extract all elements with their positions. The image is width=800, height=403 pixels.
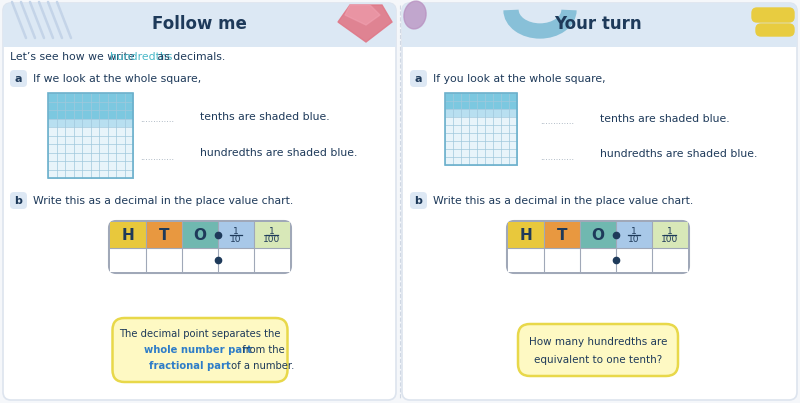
Text: .............: ............. bbox=[540, 152, 574, 162]
Text: O: O bbox=[591, 228, 605, 243]
FancyBboxPatch shape bbox=[410, 192, 427, 209]
Text: a: a bbox=[414, 73, 422, 83]
Bar bbox=[48, 118, 133, 127]
Text: whole number part: whole number part bbox=[144, 345, 252, 355]
Bar bbox=[616, 248, 652, 272]
Text: tenths are shaded blue.: tenths are shaded blue. bbox=[200, 112, 330, 122]
Bar bbox=[254, 222, 290, 248]
Text: How many hundredths are: How many hundredths are bbox=[529, 337, 667, 347]
Text: T: T bbox=[158, 228, 170, 243]
FancyBboxPatch shape bbox=[402, 3, 797, 400]
Text: Write this as a decimal in the place value chart.: Write this as a decimal in the place val… bbox=[433, 196, 694, 206]
Text: H: H bbox=[520, 228, 532, 243]
Text: T: T bbox=[557, 228, 567, 243]
Bar bbox=[110, 222, 146, 248]
Text: Let’s see how we write: Let’s see how we write bbox=[10, 52, 138, 62]
Bar bbox=[182, 222, 218, 248]
Text: .............: ............. bbox=[540, 118, 574, 127]
FancyBboxPatch shape bbox=[3, 3, 396, 47]
Text: Follow me: Follow me bbox=[151, 15, 246, 33]
Text: from the: from the bbox=[239, 345, 285, 355]
FancyBboxPatch shape bbox=[10, 192, 27, 209]
Text: 1: 1 bbox=[233, 226, 239, 235]
Polygon shape bbox=[345, 5, 380, 25]
Bar bbox=[218, 248, 254, 272]
FancyBboxPatch shape bbox=[402, 3, 797, 47]
Text: 1: 1 bbox=[631, 226, 637, 235]
Text: .............: ............. bbox=[140, 116, 174, 125]
Text: 10: 10 bbox=[628, 235, 640, 245]
Bar bbox=[48, 127, 133, 178]
Bar bbox=[580, 222, 616, 248]
Text: a: a bbox=[14, 73, 22, 83]
Text: 100: 100 bbox=[263, 235, 281, 245]
Text: .............: ............. bbox=[140, 152, 174, 162]
FancyBboxPatch shape bbox=[3, 3, 396, 400]
Bar bbox=[544, 248, 580, 272]
Text: tenths are shaded blue.: tenths are shaded blue. bbox=[600, 114, 730, 124]
Bar bbox=[445, 93, 517, 109]
FancyBboxPatch shape bbox=[756, 24, 794, 36]
Bar bbox=[254, 248, 290, 272]
Bar bbox=[445, 109, 517, 117]
Bar bbox=[146, 248, 182, 272]
FancyBboxPatch shape bbox=[507, 221, 689, 273]
Bar bbox=[652, 248, 688, 272]
Text: 100: 100 bbox=[662, 235, 678, 245]
FancyBboxPatch shape bbox=[113, 318, 287, 382]
Text: If you look at the whole square,: If you look at the whole square, bbox=[433, 74, 606, 84]
Ellipse shape bbox=[404, 1, 426, 29]
Bar bbox=[48, 93, 133, 118]
Text: fractional part: fractional part bbox=[149, 361, 231, 371]
Text: H: H bbox=[122, 228, 134, 243]
Text: b: b bbox=[414, 195, 422, 206]
Text: O: O bbox=[194, 228, 206, 243]
FancyBboxPatch shape bbox=[109, 221, 291, 273]
Bar bbox=[580, 248, 616, 272]
Text: equivalent to one tenth?: equivalent to one tenth? bbox=[534, 355, 662, 365]
Polygon shape bbox=[338, 5, 392, 42]
Bar bbox=[508, 222, 544, 248]
Text: 10: 10 bbox=[230, 235, 242, 245]
Text: 1: 1 bbox=[667, 226, 673, 235]
Text: hundredths: hundredths bbox=[110, 52, 173, 62]
Text: hundredths are shaded blue.: hundredths are shaded blue. bbox=[600, 149, 758, 159]
Bar bbox=[544, 222, 580, 248]
Bar bbox=[48, 93, 133, 178]
Bar bbox=[402, 25, 797, 47]
Bar bbox=[182, 248, 218, 272]
FancyBboxPatch shape bbox=[410, 70, 427, 87]
Bar bbox=[110, 248, 146, 272]
Bar bbox=[3, 25, 396, 47]
Text: 1: 1 bbox=[269, 226, 275, 235]
Bar bbox=[652, 222, 688, 248]
Text: as decimals.: as decimals. bbox=[154, 52, 225, 62]
Bar bbox=[218, 222, 254, 248]
FancyBboxPatch shape bbox=[10, 70, 27, 87]
Text: If we look at the whole square,: If we look at the whole square, bbox=[33, 74, 202, 84]
FancyBboxPatch shape bbox=[518, 324, 678, 376]
Text: of a number.: of a number. bbox=[228, 361, 294, 371]
Text: hundredths are shaded blue.: hundredths are shaded blue. bbox=[200, 148, 358, 158]
Bar bbox=[146, 222, 182, 248]
Text: Your turn: Your turn bbox=[554, 15, 642, 33]
Bar bbox=[616, 222, 652, 248]
Text: The decimal point separates the: The decimal point separates the bbox=[119, 329, 281, 339]
Bar bbox=[445, 117, 517, 165]
Text: b: b bbox=[14, 195, 22, 206]
Bar bbox=[508, 248, 544, 272]
FancyBboxPatch shape bbox=[752, 8, 794, 22]
Text: Write this as a decimal in the place value chart.: Write this as a decimal in the place val… bbox=[33, 196, 294, 206]
Bar bbox=[445, 93, 517, 165]
